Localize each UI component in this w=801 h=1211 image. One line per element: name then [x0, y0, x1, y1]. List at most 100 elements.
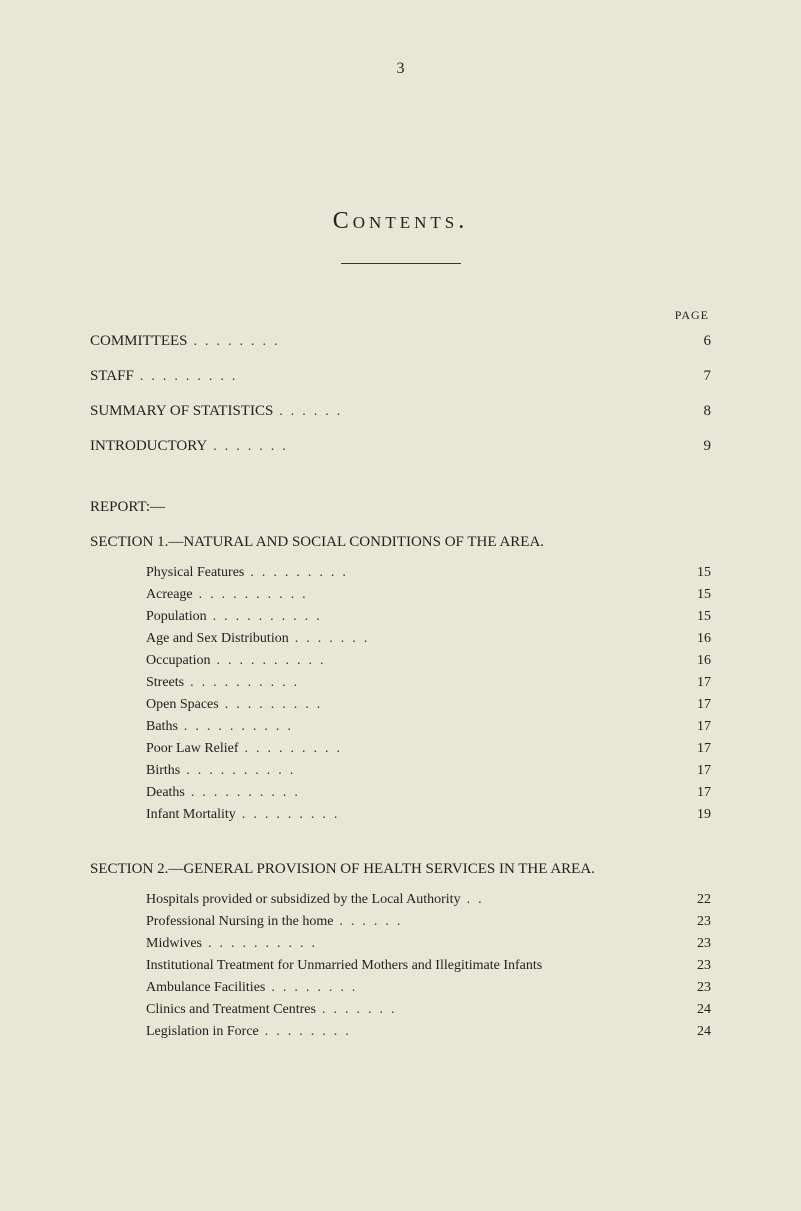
entry-label: Poor Law Relief [146, 741, 239, 757]
entry-page: 17 [685, 763, 711, 779]
dot-leaders: ........ [265, 980, 685, 996]
dot-leaders: .......... [185, 785, 685, 801]
dot-leaders: ...... [273, 404, 685, 420]
section1-heading: SECTION 1.—NATURAL AND SOCIAL CONDITIONS… [90, 534, 711, 551]
dot-leaders: .......... [193, 587, 685, 603]
dot-leaders: .. [461, 892, 685, 908]
entry-label: Institutional Treatment for Unmarried Mo… [146, 958, 542, 974]
toc-entry: Professional Nursing in the home ...... … [90, 914, 711, 930]
major-entries-block: COMMITTEES ........ 6 STAFF ......... 7 … [90, 333, 711, 455]
dot-leaders: ......... [244, 565, 685, 581]
entry-page: 23 [685, 980, 711, 996]
entry-page: 23 [685, 958, 711, 974]
title-divider [341, 263, 461, 264]
dot-leaders: ......... [239, 741, 685, 757]
entry-label: Baths [146, 719, 178, 735]
dot-leaders: .......... [202, 936, 685, 952]
dot-leaders: .......... [184, 675, 685, 691]
section1-block: SECTION 1.—NATURAL AND SOCIAL CONDITIONS… [90, 534, 711, 823]
dot-leaders: .......... [207, 609, 685, 625]
entry-page: 9 [685, 438, 711, 455]
entry-label: INTRODUCTORY [90, 438, 207, 455]
entry-page: 17 [685, 741, 711, 757]
entry-page: 17 [685, 785, 711, 801]
toc-entry: Population .......... 15 [90, 609, 711, 625]
entry-page: 15 [685, 609, 711, 625]
dot-leaders: ....... [316, 1002, 685, 1018]
dot-leaders: ........ [259, 1024, 685, 1040]
entry-label: Births [146, 763, 180, 779]
entry-page: 16 [685, 653, 711, 669]
entry-label: Ambulance Facilities [146, 980, 265, 996]
dot-leaders: ....... [207, 439, 685, 455]
toc-entry: Physical Features ......... 15 [90, 565, 711, 581]
toc-entry: Poor Law Relief ......... 17 [90, 741, 711, 757]
report-heading: REPORT:— [90, 499, 711, 516]
toc-entry: Age and Sex Distribution ....... 16 [90, 631, 711, 647]
entry-label: Legislation in Force [146, 1024, 259, 1040]
dot-leaders: .......... [211, 653, 685, 669]
dot-leaders: .......... [178, 719, 685, 735]
page-label-heading: PAGE [90, 308, 709, 323]
entry-page: 17 [685, 675, 711, 691]
toc-entry: Acreage .......... 15 [90, 587, 711, 603]
dot-leaders: ......... [236, 807, 685, 823]
entry-label: Professional Nursing in the home [146, 914, 333, 930]
toc-entry: Occupation .......... 16 [90, 653, 711, 669]
toc-entry: Legislation in Force ........ 24 [90, 1024, 711, 1040]
entry-page: 23 [685, 914, 711, 930]
dot-leaders: ...... [333, 914, 685, 930]
entry-label: Physical Features [146, 565, 244, 581]
entry-label: Population [146, 609, 207, 625]
dot-leaders: ......... [219, 697, 685, 713]
entry-label: Streets [146, 675, 184, 691]
entry-label: Midwives [146, 936, 202, 952]
entry-page: 23 [685, 936, 711, 952]
entry-page: 16 [685, 631, 711, 647]
page-number: 3 [90, 60, 711, 78]
toc-entry: Streets .......... 17 [90, 675, 711, 691]
toc-entry-introductory: INTRODUCTORY ....... 9 [90, 438, 711, 455]
entry-label: Age and Sex Distribution [146, 631, 289, 647]
entry-page: 15 [685, 587, 711, 603]
toc-entry: Deaths .......... 17 [90, 785, 711, 801]
toc-entry-staff: STAFF ......... 7 [90, 368, 711, 385]
toc-entry: Hospitals provided or subsidized by the … [90, 892, 711, 908]
toc-entry: Midwives .......... 23 [90, 936, 711, 952]
entry-page: 24 [685, 1002, 711, 1018]
section2-block: SECTION 2.—GENERAL PROVISION OF HEALTH S… [90, 861, 711, 1040]
entry-label: Acreage [146, 587, 193, 603]
dot-leaders: .......... [180, 763, 685, 779]
dot-leaders: ......... [134, 369, 685, 385]
entry-label: STAFF [90, 368, 134, 385]
contents-title: Contents. [90, 208, 711, 235]
toc-entry: Institutional Treatment for Unmarried Mo… [90, 958, 711, 974]
entry-page: 17 [685, 697, 711, 713]
entry-label: Clinics and Treatment Centres [146, 1002, 316, 1018]
entry-label: Open Spaces [146, 697, 219, 713]
toc-entry: Infant Mortality ......... 19 [90, 807, 711, 823]
entry-page: 8 [685, 403, 711, 420]
entry-label: Deaths [146, 785, 185, 801]
page-container: 3 Contents. PAGE COMMITTEES ........ 6 S… [0, 0, 801, 1118]
entry-label: Infant Mortality [146, 807, 236, 823]
entry-page: 22 [685, 892, 711, 908]
entry-label: SUMMARY OF STATISTICS [90, 403, 273, 420]
entry-page: 19 [685, 807, 711, 823]
entry-page: 6 [685, 333, 711, 350]
toc-entry-summary: SUMMARY OF STATISTICS ...... 8 [90, 403, 711, 420]
dot-leaders: ........ [188, 334, 686, 350]
toc-entry: Baths .......... 17 [90, 719, 711, 735]
entry-label: Occupation [146, 653, 211, 669]
section2-heading: SECTION 2.—GENERAL PROVISION OF HEALTH S… [90, 861, 711, 878]
dot-leaders: ....... [289, 631, 685, 647]
entry-page: 15 [685, 565, 711, 581]
entry-label: COMMITTEES [90, 333, 188, 350]
entry-page: 24 [685, 1024, 711, 1040]
entry-page: 17 [685, 719, 711, 735]
toc-entry-committees: COMMITTEES ........ 6 [90, 333, 711, 350]
toc-entry: Ambulance Facilities ........ 23 [90, 980, 711, 996]
toc-entry: Open Spaces ......... 17 [90, 697, 711, 713]
entry-page: 7 [685, 368, 711, 385]
toc-entry: Births .......... 17 [90, 763, 711, 779]
